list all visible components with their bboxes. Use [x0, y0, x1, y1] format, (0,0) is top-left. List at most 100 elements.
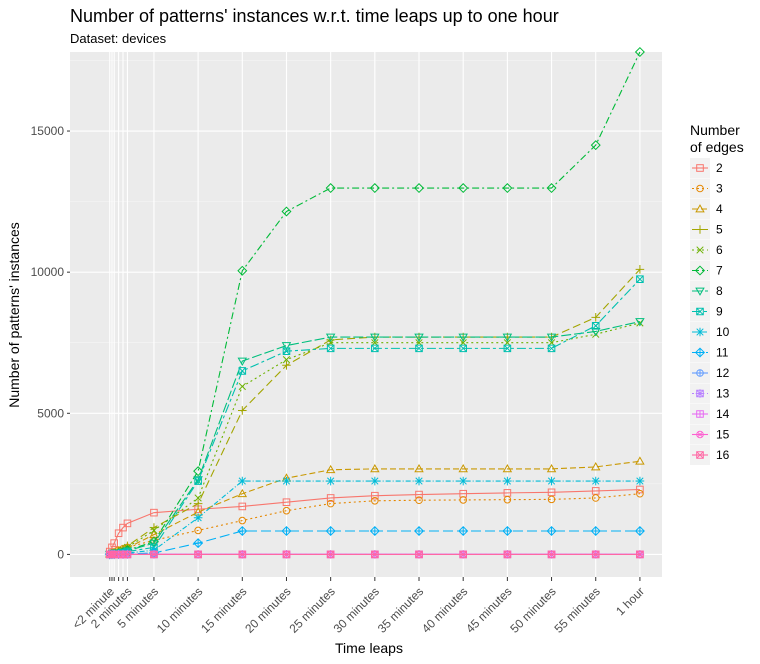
- chart-title: Number of patterns' instances w.r.t. tim…: [70, 6, 559, 26]
- x-tick-label: 25 minutes: [286, 584, 337, 635]
- data-point-5: [635, 265, 645, 274]
- legend-item-12: 12: [690, 363, 730, 383]
- legend-key-marker: [696, 369, 704, 377]
- data-point-4: [458, 463, 468, 473]
- legend-item-4: 4: [690, 199, 723, 219]
- series-line-7: [109, 51, 641, 555]
- data-point-7: [281, 206, 292, 217]
- data-point-8: [414, 333, 424, 342]
- data-point-7: [590, 140, 601, 151]
- data-point-9: [591, 321, 600, 330]
- data-point-2: [371, 491, 379, 500]
- data-point-10: [370, 476, 380, 486]
- data-point-7: [634, 46, 645, 58]
- data-point-11: [458, 525, 469, 536]
- y-axis: 0 5000 10000 15000: [31, 124, 70, 561]
- legend: Number of edges 2 3 4 5 6 7 8 9 10 11 12 13 14 15 16: [690, 122, 744, 465]
- legend-key-marker: [696, 164, 704, 172]
- legend-label: 8: [716, 284, 723, 298]
- chart-subtitle: Dataset: devices: [70, 31, 167, 46]
- data-point-9: [282, 347, 291, 355]
- data-point-10: [635, 476, 645, 486]
- x-tick-label: 20 minutes: [242, 584, 293, 635]
- data-point-3: [459, 496, 467, 504]
- legend-label: 5: [716, 223, 723, 237]
- data-point-16: [282, 550, 291, 559]
- data-point-6: [282, 356, 291, 364]
- legend-item-2: 2: [690, 158, 723, 178]
- data-point-11: [546, 525, 557, 536]
- data-point-9: [238, 367, 247, 375]
- legend-label: 9: [716, 305, 723, 319]
- data-point-16: [636, 550, 644, 559]
- series-line-6: [109, 322, 641, 555]
- legend-label: 2: [716, 161, 723, 175]
- legend-item-16: 16: [690, 445, 730, 465]
- data-point-7: [502, 183, 513, 194]
- legend-title-line-1: Number: [690, 122, 740, 138]
- data-point-10: [503, 476, 512, 486]
- data-point-3: [194, 526, 202, 535]
- data-point-4: [502, 463, 513, 473]
- data-point-5: [591, 313, 601, 322]
- legend-key-marker: [694, 347, 706, 358]
- data-point-4: [635, 456, 645, 465]
- legend-label: 4: [716, 202, 723, 216]
- data-point-9: [371, 344, 379, 353]
- series-line-2: [109, 488, 640, 552]
- data-point-9: [547, 344, 556, 353]
- data-point-8: [325, 333, 336, 342]
- data-point-11: [369, 525, 380, 536]
- data-point-5: [282, 361, 291, 370]
- x-tick-label: 15 minutes: [198, 584, 249, 635]
- legend-key: [690, 199, 710, 219]
- data-point-11: [281, 525, 292, 536]
- data-point-9: [503, 344, 512, 353]
- y-tick-label: 0: [57, 547, 64, 561]
- data-point-9: [194, 477, 202, 485]
- data-point-7: [546, 183, 557, 194]
- data-point-8: [370, 333, 380, 342]
- data-point-2: [326, 494, 335, 502]
- data-point-2: [119, 523, 127, 532]
- data-point-3: [503, 495, 512, 504]
- data-point-9: [459, 344, 467, 353]
- data-point-8: [281, 342, 292, 351]
- data-point-11: [193, 538, 204, 549]
- legend-key-marker: [696, 451, 704, 459]
- data-point-16: [238, 550, 247, 559]
- data-point-16: [371, 550, 379, 559]
- x-tick-label: 30 minutes: [331, 584, 382, 635]
- legend-label: 10: [716, 325, 730, 339]
- series-layer: [104, 46, 645, 560]
- data-point-4: [590, 462, 601, 471]
- data-point-11: [634, 525, 645, 536]
- data-point-3: [371, 496, 379, 505]
- data-point-11: [590, 525, 601, 536]
- legend-label: 14: [716, 407, 730, 421]
- series-16: [105, 550, 644, 559]
- data-point-4: [370, 463, 380, 473]
- data-point-11: [237, 525, 248, 536]
- legend-label: 15: [716, 428, 730, 442]
- data-point-7: [458, 183, 469, 194]
- data-point-8: [458, 333, 468, 342]
- data-point-11: [502, 525, 513, 536]
- data-point-11: [325, 525, 336, 536]
- data-point-16: [150, 550, 158, 559]
- x-tick-label: 1 hour: [613, 584, 647, 618]
- data-point-4: [414, 463, 424, 473]
- y-tick-label: 10000: [31, 265, 65, 279]
- data-point-8: [546, 333, 557, 342]
- legend-key-marker: [696, 246, 704, 254]
- y-tick-label: 15000: [31, 124, 65, 138]
- data-point-16: [326, 550, 335, 559]
- data-point-3: [547, 495, 556, 504]
- legend-item-14: 14: [690, 404, 730, 424]
- data-point-5: [237, 406, 247, 415]
- data-point-4: [325, 464, 336, 474]
- legend-label: 6: [716, 243, 723, 257]
- data-point-10: [547, 476, 556, 486]
- data-point-3: [326, 499, 335, 508]
